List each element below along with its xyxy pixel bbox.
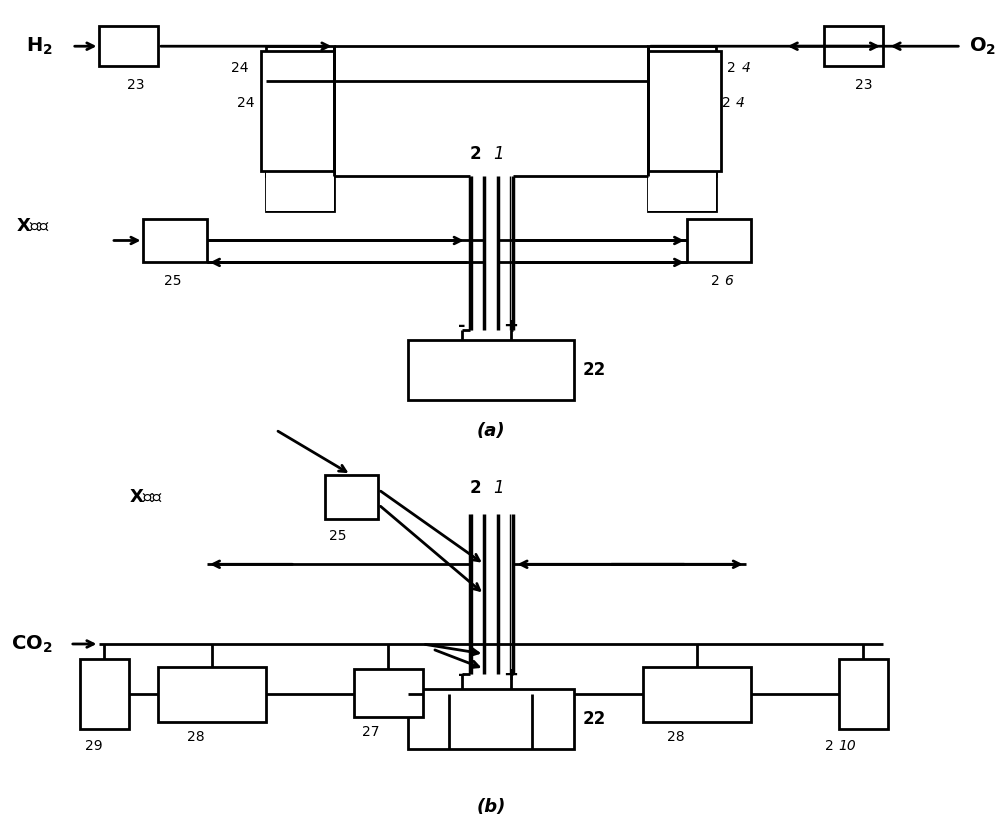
Bar [261,51,334,170]
Text: 24: 24 [231,61,248,75]
Bar [648,81,716,211]
Text: 24: 24 [237,96,254,110]
Bar [354,669,423,717]
Bar [266,81,334,211]
Text: +: + [503,666,518,684]
Bar [143,219,207,263]
Text: 4: 4 [742,61,751,75]
Text: 10: 10 [839,738,857,752]
Text: 23: 23 [855,78,873,92]
Text: 6: 6 [724,274,733,288]
Bar [839,659,888,728]
Text: 28: 28 [667,730,685,744]
Text: 22: 22 [582,361,605,379]
Text: 25: 25 [164,274,182,288]
Bar [824,26,883,66]
Text: $\mathbf{X}$射线: $\mathbf{X}$射线 [16,216,50,235]
Text: 1: 1 [493,478,504,496]
Bar [643,667,751,722]
Text: 2: 2 [711,274,719,288]
Text: (a): (a) [477,422,505,439]
Text: +: + [503,317,518,335]
Text: 2: 2 [470,145,481,163]
Text: 29: 29 [85,738,102,752]
Bar [648,81,716,211]
Bar [266,46,334,176]
Text: 1: 1 [493,145,504,163]
Bar [99,26,158,66]
Bar [325,475,378,519]
Bar [648,51,721,170]
Text: 22: 22 [582,709,605,728]
Text: -: - [458,666,465,684]
Bar [408,689,574,749]
Text: 2: 2 [825,738,834,752]
Bar [648,46,716,176]
Text: (b): (b) [476,798,506,816]
Bar [408,340,574,400]
Bar [80,659,129,728]
Text: 28: 28 [187,730,205,744]
Text: 2: 2 [722,96,731,110]
Text: $\mathbf{CO_2}$: $\mathbf{CO_2}$ [11,634,53,654]
Text: 23: 23 [127,78,144,92]
Text: 2: 2 [470,478,481,496]
Text: 4: 4 [736,96,745,110]
Text: 27: 27 [362,725,379,739]
Text: 25: 25 [329,529,347,543]
Text: 2: 2 [727,61,736,75]
Text: -: - [458,317,465,335]
Bar [687,219,751,263]
Bar [266,81,334,211]
Text: $\mathbf{H_2}$: $\mathbf{H_2}$ [26,35,53,57]
Text: $\mathbf{X}$射线: $\mathbf{X}$射线 [129,487,163,505]
Bar [158,667,266,722]
Text: $\mathbf{O_2}$: $\mathbf{O_2}$ [969,35,996,57]
